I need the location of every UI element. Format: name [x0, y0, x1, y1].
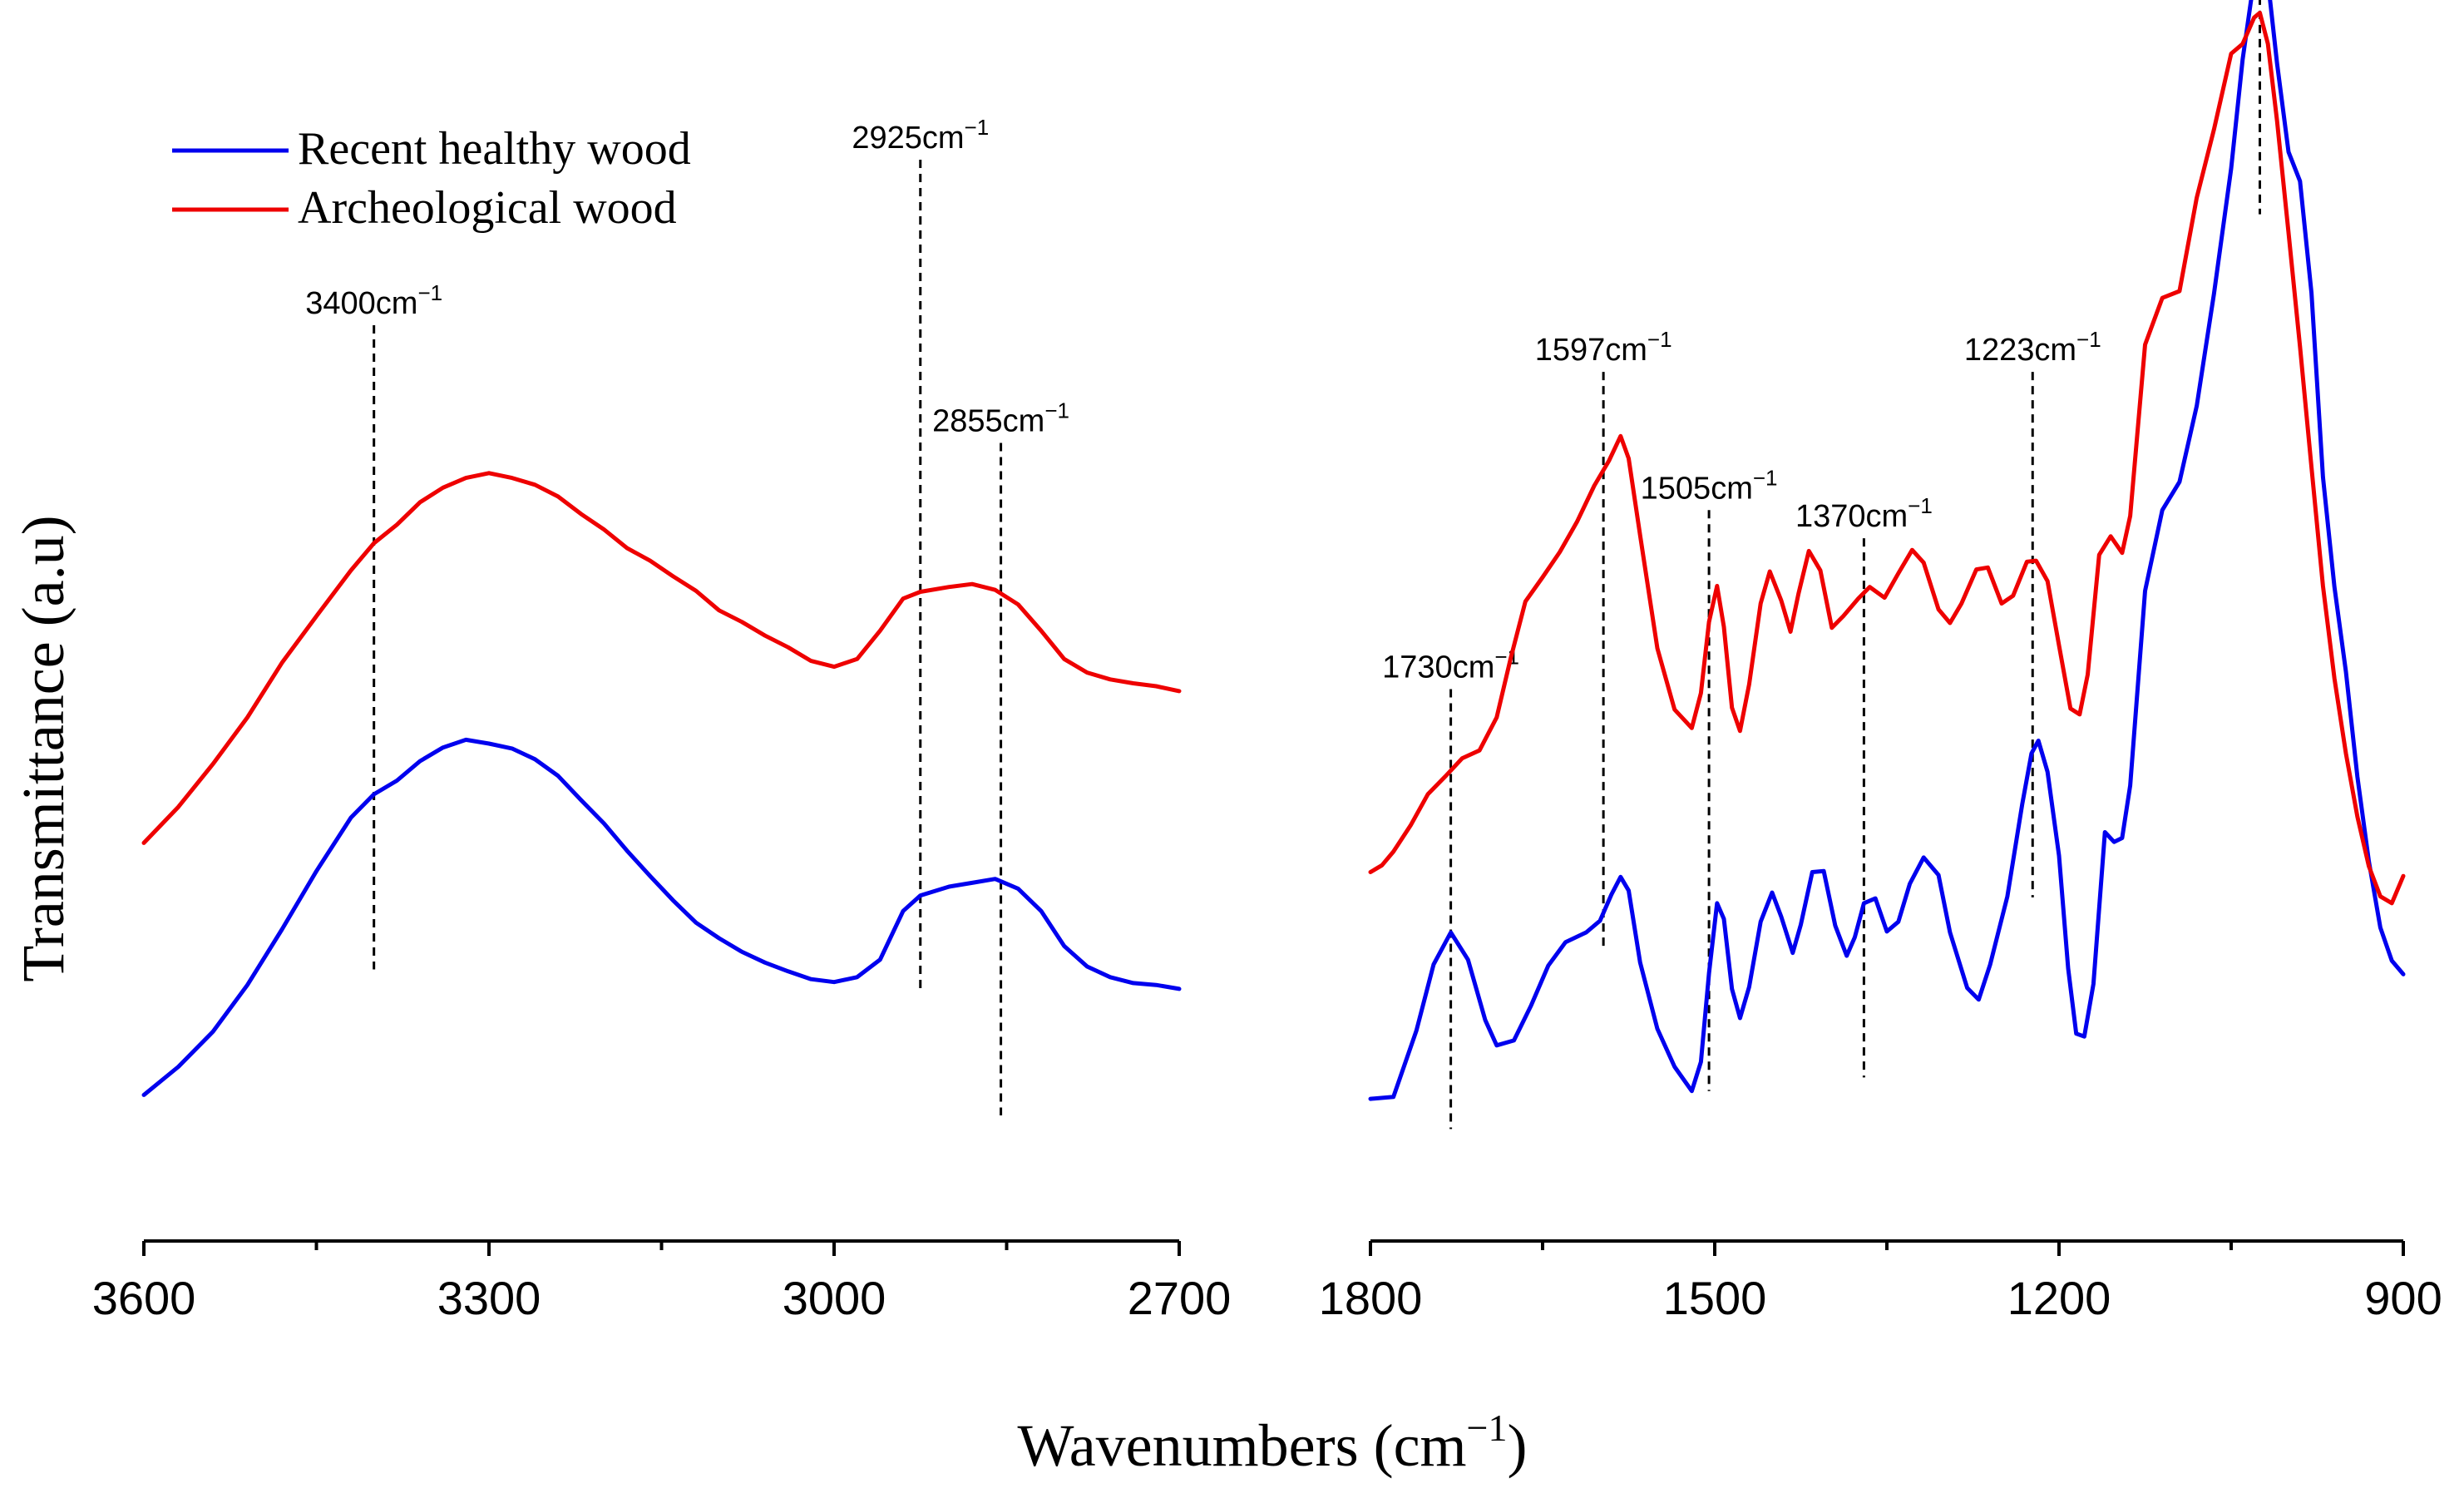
series-archeological-wood	[141, 471, 1182, 845]
spectra-series	[141, 471, 1182, 1097]
x-axis-label-main: Wavenumbers (cm	[1018, 1412, 1467, 1479]
legend-label-archeological: Archeological wood	[298, 182, 677, 234]
peak-label-value: 1370cm	[1795, 499, 1908, 534]
peak-label-sup: −1	[1753, 465, 1778, 490]
peak-label: 2855cm−1	[932, 398, 1069, 439]
peak-label-sup: −1	[2076, 327, 2101, 352]
x-axis-ticks: 3600 3300 3000 2700	[92, 1241, 1232, 1324]
x-axis-label-close: )	[1507, 1412, 1527, 1479]
series-recent-healthy-wood	[141, 737, 1182, 1097]
peak-label-value: 2925cm	[852, 121, 964, 156]
peak-label: 1223cm−1	[1964, 327, 2101, 368]
panel-high-wavenumber: 3600 3300 3000 2700 3400cm−12925cm−12855cm−…	[92, 115, 1232, 1324]
peak-label-sup: −1	[1044, 398, 1069, 423]
peak-label-value: 1597cm	[1535, 333, 1647, 368]
series-archeological-wood	[1368, 10, 2406, 906]
x-tick-label: 1500	[1663, 1272, 1767, 1324]
x-tick-label: 900	[2364, 1272, 2442, 1324]
peak-label-sup: −1	[965, 115, 990, 140]
x-tick-label: 3600	[92, 1272, 196, 1324]
x-tick-label: 2700	[1128, 1272, 1232, 1324]
y-axis-label: Transmittance (a.u)	[10, 515, 77, 981]
peak-label-value: 3400cm	[305, 286, 417, 321]
x-tick-label: 1800	[1319, 1272, 1423, 1324]
spectra-series	[1368, 0, 2406, 1101]
peak-label-value: 1730cm	[1382, 650, 1494, 685]
peak-label: 2925cm−1	[852, 115, 989, 156]
legend-label-recent: Recent healthy wood	[298, 123, 691, 175]
x-axis-ticks: 1800 1500 1200 900	[1319, 1241, 2442, 1324]
peak-label: 1730cm−1	[1382, 645, 1519, 685]
peak-label: 1370cm−1	[1795, 493, 1933, 534]
peak-label-sup: −1	[1908, 493, 1933, 518]
legend: Recent healthy wood Archeological wood	[172, 123, 691, 234]
panel-fingerprint-region: 1800 1500 1200 900 1730cm−11597cm−11505cm−1…	[1319, 0, 2442, 1324]
x-axis-label-sup: −1	[1467, 1407, 1508, 1449]
peak-label-value: 2855cm	[932, 404, 1044, 439]
x-tick-label: 3000	[783, 1272, 886, 1324]
peak-annotations: 1730cm−11597cm−11505cm−11370cm−11223cm−1…	[1382, 0, 2261, 1130]
x-tick-label: 1200	[2007, 1272, 2111, 1324]
x-tick-label: 3300	[437, 1272, 541, 1324]
series-recent-healthy-wood	[1368, 0, 2406, 1101]
peak-label-sup: −1	[417, 280, 442, 305]
peak-label-value: 1223cm	[1964, 333, 2076, 368]
peak-label-value: 1505cm	[1641, 471, 1753, 506]
peak-label: 1597cm−1	[1535, 327, 1672, 368]
peak-label-sup: −1	[1647, 327, 1672, 352]
peak-label: 1505cm−1	[1641, 465, 1778, 506]
peak-label: 3400cm−1	[305, 280, 442, 321]
x-axis-label: Wavenumbers (cm−1)	[1018, 1407, 1528, 1479]
